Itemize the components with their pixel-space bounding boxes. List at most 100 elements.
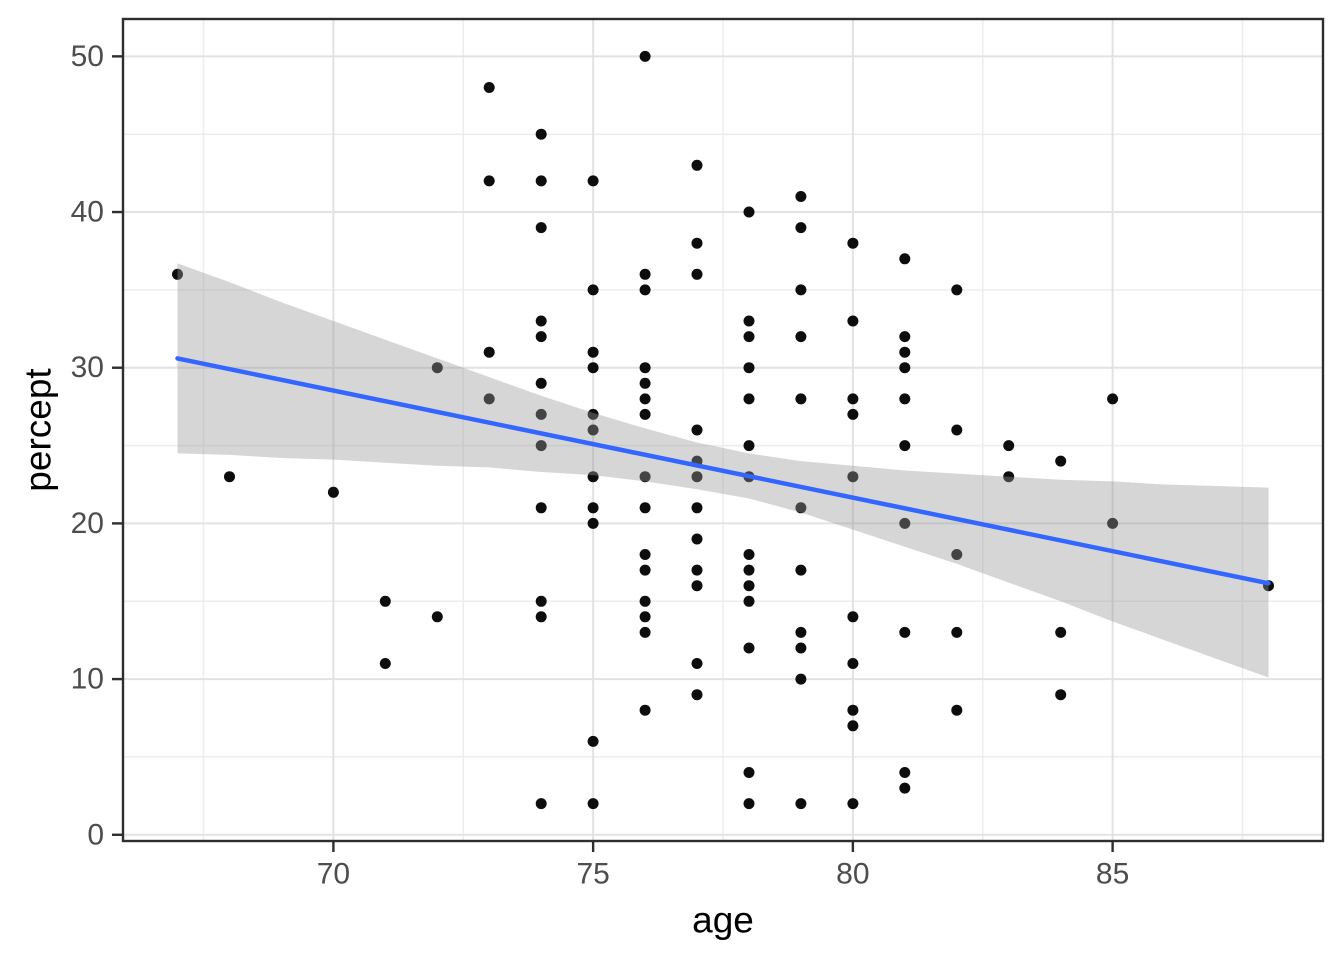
data-point — [691, 580, 703, 592]
data-point — [483, 175, 495, 187]
data-point — [535, 175, 547, 187]
data-point — [691, 424, 703, 436]
data-point — [795, 331, 807, 343]
x-tick-label: 80 — [836, 858, 869, 891]
data-point — [743, 595, 755, 607]
data-point — [847, 798, 859, 810]
data-point — [587, 471, 599, 483]
panel-border — [121, 17, 1325, 843]
data-point — [379, 658, 391, 669]
data-point — [587, 362, 599, 374]
data-point — [639, 408, 651, 420]
data-point — [691, 159, 703, 171]
data-point — [795, 798, 807, 810]
data-point — [535, 502, 547, 514]
data-point — [743, 642, 755, 654]
data-point — [899, 782, 911, 794]
data-point — [691, 471, 703, 483]
data-point — [743, 798, 755, 810]
data-point — [951, 704, 963, 716]
data-point — [1107, 393, 1119, 405]
data-point — [795, 502, 807, 514]
data-point — [639, 471, 651, 483]
gridlines-layer — [123, 19, 1323, 841]
data-point — [795, 564, 807, 576]
data-point — [587, 735, 599, 747]
data-point — [691, 658, 703, 669]
data-point — [535, 408, 547, 420]
data-point — [639, 549, 651, 560]
data-point — [639, 502, 651, 514]
data-point — [327, 486, 339, 498]
data-point — [899, 393, 911, 405]
data-point — [847, 315, 859, 327]
data-point — [535, 377, 547, 389]
data-point — [379, 595, 391, 607]
data-point — [483, 393, 495, 405]
data-point — [899, 517, 911, 529]
y-axis-title: percept — [18, 368, 59, 492]
data-point — [691, 502, 703, 514]
data-point — [847, 611, 859, 623]
data-point — [1107, 517, 1119, 529]
data-point — [639, 362, 651, 374]
data-point — [899, 767, 911, 778]
data-point — [587, 284, 599, 296]
data-point — [483, 346, 495, 358]
data-point — [587, 517, 599, 529]
data-point — [899, 626, 911, 638]
data-point — [847, 658, 859, 669]
data-point — [587, 798, 599, 810]
data-point — [847, 393, 859, 405]
data-point — [743, 393, 755, 405]
data-point — [951, 549, 963, 560]
data-point — [639, 393, 651, 405]
data-point — [1055, 626, 1067, 638]
data-point — [535, 595, 547, 607]
data-point — [587, 175, 599, 187]
data-point — [535, 440, 547, 452]
data-point — [639, 595, 651, 607]
data-point — [1055, 689, 1067, 701]
data-points-layer — [172, 50, 1274, 810]
data-point — [899, 253, 911, 265]
data-point — [795, 626, 807, 638]
data-point — [587, 346, 599, 358]
y-tick-label: 40 — [71, 196, 104, 229]
data-point — [847, 471, 859, 483]
data-point — [1003, 440, 1015, 452]
data-point — [1055, 455, 1067, 467]
data-point — [639, 284, 651, 296]
y-tick-label: 20 — [71, 507, 104, 540]
y-tick-label: 50 — [71, 40, 104, 73]
regression-line — [175, 356, 1271, 586]
data-point — [743, 206, 755, 218]
data-point — [795, 191, 807, 202]
data-point — [743, 767, 755, 778]
data-point — [691, 564, 703, 576]
data-point — [795, 673, 807, 685]
data-point — [743, 549, 755, 560]
data-point — [795, 284, 807, 296]
data-point — [535, 315, 547, 327]
data-point — [847, 237, 859, 249]
data-point — [535, 611, 547, 623]
x-tick-label: 70 — [317, 858, 350, 891]
data-point — [743, 362, 755, 374]
axis-layer: 70 75 80 85 0 10 20 30 40 50 — [71, 40, 1130, 891]
data-point — [587, 502, 599, 514]
data-point — [224, 471, 235, 483]
y-tick-label: 30 — [71, 351, 104, 384]
data-point — [743, 331, 755, 343]
data-point — [899, 331, 911, 343]
data-point — [587, 408, 599, 420]
x-tick-label: 75 — [576, 858, 609, 891]
data-point — [847, 408, 859, 420]
data-point — [535, 798, 547, 810]
data-point — [639, 50, 651, 62]
y-tick-label: 10 — [71, 663, 104, 696]
x-tick-label: 85 — [1096, 858, 1129, 891]
data-point — [899, 346, 911, 358]
data-point — [691, 237, 703, 249]
